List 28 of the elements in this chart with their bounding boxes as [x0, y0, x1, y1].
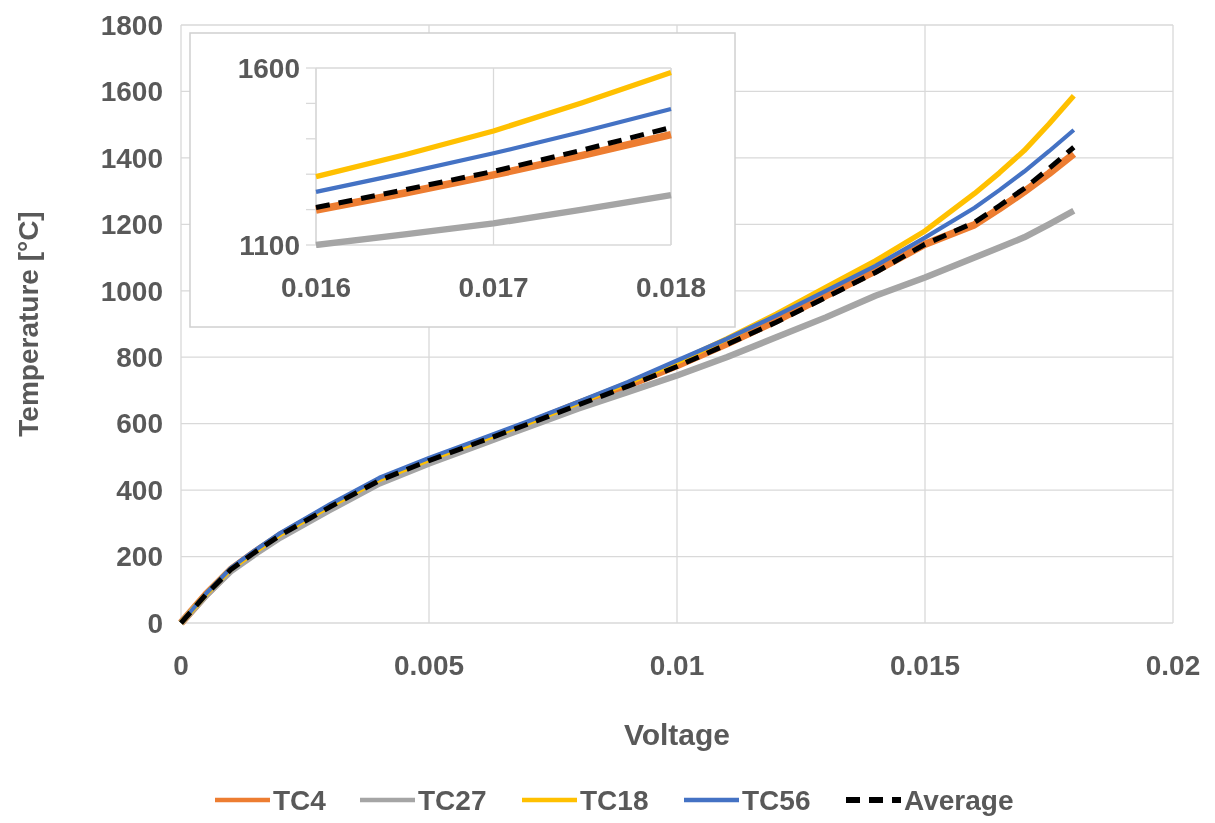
x-tick-label: 0.02 [1145, 649, 1201, 681]
y-tick-label: 1800 [100, 9, 163, 41]
legend-label: Average [904, 784, 1014, 816]
y-tick-label: 200 [116, 541, 163, 573]
x-tick-label: 0.018 [635, 271, 707, 303]
y-tick-label: 1400 [100, 142, 163, 174]
x-tick-label: 0.01 [649, 649, 705, 681]
x-tick-label: 0.005 [393, 649, 465, 681]
y-tick-label: 1600 [237, 52, 300, 84]
line-series [313, 106, 674, 194]
y-tick-label: 1000 [100, 275, 163, 307]
y-tick-label: 1600 [100, 76, 163, 108]
x-tick-label: 0.015 [889, 649, 961, 681]
legend-label: TC4 [273, 784, 327, 816]
y-tick-label: 800 [116, 342, 163, 374]
x-axis-title: Voltage [623, 718, 731, 751]
y-tick-label: 1100 [239, 229, 300, 261]
legend-label: TC27 [418, 784, 487, 816]
y-axis-title: Temperature [°C] [13, 211, 44, 437]
y-tick-label: 1200 [100, 209, 163, 241]
y-tick-label: 0 [147, 607, 163, 639]
y-tick-label: 600 [116, 408, 163, 440]
x-tick-label: 0 [173, 649, 189, 681]
legend-label: TC18 [580, 784, 649, 816]
legend-label: TC56 [742, 784, 811, 816]
y-tick-label: 400 [116, 474, 163, 506]
x-tick-label: 0.017 [458, 271, 529, 303]
x-tick-label: 0.016 [280, 271, 352, 303]
